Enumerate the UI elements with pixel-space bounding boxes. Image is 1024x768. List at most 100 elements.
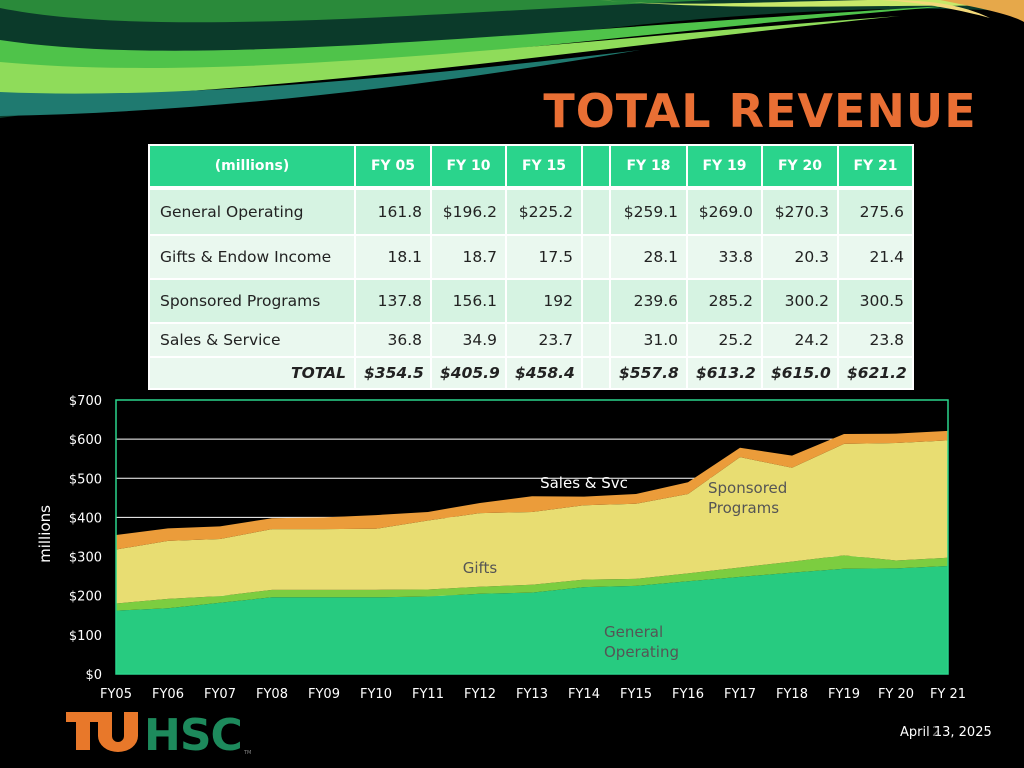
plot-border <box>115 399 949 675</box>
area-series-0 <box>116 565 948 674</box>
table-cell: $557.8 <box>609 357 688 390</box>
table-cell: 24.2 <box>761 323 839 358</box>
table-cell <box>581 279 611 324</box>
series-label: Gifts <box>463 559 498 577</box>
x-tick-label: FY 20 <box>878 687 914 702</box>
uthsc-logo: HSC TM <box>66 710 251 756</box>
table-header-cell: FY 15 <box>505 144 583 189</box>
table-cell: $405.9 <box>430 357 507 390</box>
table-header-cell: FY 05 <box>354 144 432 189</box>
table-cell: $269.0 <box>686 186 763 236</box>
page-number: 2 <box>932 725 941 740</box>
area-series-3 <box>116 430 948 550</box>
y-tick-label: $300 <box>69 551 102 566</box>
x-tick-label: FY08 <box>256 687 288 702</box>
series-label: Sales & Svc <box>540 474 628 492</box>
table-cell: 300.5 <box>837 279 914 324</box>
y-tick-label: $400 <box>69 511 102 526</box>
table-cell: 18.7 <box>430 235 507 280</box>
total-label: TOTAL <box>148 357 356 390</box>
series-label: Operating <box>604 643 679 661</box>
table-cell: 34.9 <box>430 323 507 358</box>
table-cell <box>581 186 611 236</box>
table-cell: 31.0 <box>609 323 688 358</box>
decorative-swoosh <box>0 0 1024 118</box>
table-header-cell: (millions) <box>148 144 356 189</box>
y-tick-label: $700 <box>69 394 102 409</box>
table-cell: $613.2 <box>686 357 763 390</box>
svg-text:HSC: HSC <box>144 710 242 756</box>
table-cell: 20.3 <box>761 235 839 280</box>
table-cell: $225.2 <box>505 186 583 236</box>
table-row: Gifts & Endow Income 18.1 18.7 17.5 28.1… <box>148 235 914 280</box>
x-tick-label: FY 21 <box>930 687 966 702</box>
series-label: General <box>604 623 663 641</box>
revenue-area-chart: $0 $100 $200 $300 $400 $500 $600 $700 FY05 FY06 FY… <box>69 394 966 702</box>
slide-date: April 13, 2025 <box>900 725 992 740</box>
table-header-cell <box>581 144 611 189</box>
table-cell: 192 <box>505 279 583 324</box>
table-cell: 23.8 <box>837 323 914 358</box>
y-tick-label: $500 <box>69 472 102 487</box>
table-total-row: TOTAL $354.5 $405.9 $458.4 $557.8 $613.2… <box>148 357 914 390</box>
table-row: Sponsored Programs 137.8 156.1 192 239.6… <box>148 279 914 324</box>
table-cell: 156.1 <box>430 279 507 324</box>
table-cell: $354.5 <box>354 357 432 390</box>
x-tick-label: FY14 <box>568 687 600 702</box>
x-tick-label: FY10 <box>360 687 392 702</box>
table-cell: $615.0 <box>761 357 839 390</box>
table-cell: 28.1 <box>609 235 688 280</box>
table-header-cell: FY 20 <box>761 144 839 189</box>
table-row: General Operating 161.8 $196.2 $225.2 $2… <box>148 186 914 236</box>
table-cell: $259.1 <box>609 186 688 236</box>
area-series-2 <box>116 440 948 604</box>
x-tick-label: FY12 <box>464 687 496 702</box>
table-header-row: (millions) FY 05 FY 10 FY 15 FY 18 FY 19… <box>148 144 914 189</box>
table-cell: 23.7 <box>505 323 583 358</box>
series-label: Sponsored <box>708 479 787 497</box>
x-tick-label: FY19 <box>828 687 860 702</box>
series-label: Programs <box>708 499 779 517</box>
row-label: Sponsored Programs <box>148 279 356 324</box>
table-header-cell: FY 10 <box>430 144 507 189</box>
table-cell: 300.2 <box>761 279 839 324</box>
table-cell <box>581 323 611 358</box>
slide-title: TOTAL REVENUE <box>543 84 977 138</box>
x-tick-label: FY13 <box>516 687 548 702</box>
x-tick-label: FY11 <box>412 687 444 702</box>
y-tick-label: $600 <box>69 433 102 448</box>
table-row: Sales & Service 36.8 34.9 23.7 31.0 25.2… <box>148 323 914 358</box>
y-tick-label: $200 <box>69 590 102 605</box>
table-cell: $270.3 <box>761 186 839 236</box>
x-tick-label: FY07 <box>204 687 236 702</box>
row-label: Gifts & Endow Income <box>148 235 356 280</box>
y-tick-label: $100 <box>69 629 102 644</box>
table-cell: $196.2 <box>430 186 507 236</box>
x-tick-label: FY16 <box>672 687 704 702</box>
table-header-cell: FY 21 <box>837 144 914 189</box>
table-header-cell: FY 18 <box>609 144 688 189</box>
table-cell: 275.6 <box>837 186 914 236</box>
revenue-table: (millions) FY 05 FY 10 FY 15 FY 18 FY 19… <box>148 144 914 390</box>
x-tick-label: FY18 <box>776 687 808 702</box>
table-cell: 17.5 <box>505 235 583 280</box>
table-cell: 239.6 <box>609 279 688 324</box>
table-cell: $621.2 <box>837 357 914 390</box>
table-cell: 161.8 <box>354 186 432 236</box>
table-cell: $458.4 <box>505 357 583 390</box>
table-cell: 21.4 <box>837 235 914 280</box>
row-label: Sales & Service <box>148 323 356 358</box>
table-cell: 36.8 <box>354 323 432 358</box>
x-tick-label: FY15 <box>620 687 652 702</box>
x-tick-label: FY06 <box>152 687 184 702</box>
x-tick-label: FY17 <box>724 687 756 702</box>
table-header-cell: FY 19 <box>686 144 763 189</box>
table-cell: 137.8 <box>354 279 432 324</box>
table-cell: 33.8 <box>686 235 763 280</box>
table-cell: 25.2 <box>686 323 763 358</box>
table-cell <box>581 357 611 390</box>
row-label: General Operating <box>148 186 356 236</box>
x-tick-label: FY05 <box>100 687 132 702</box>
x-tick-label: FY09 <box>308 687 340 702</box>
svg-text:TM: TM <box>243 750 251 756</box>
